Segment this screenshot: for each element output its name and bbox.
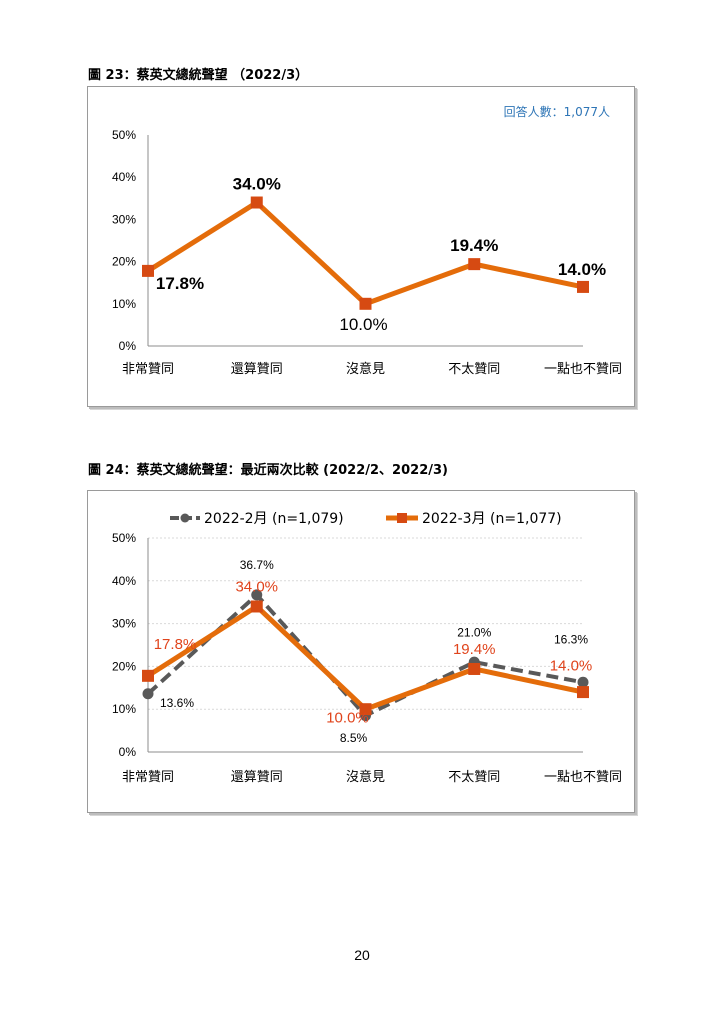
data-point-marker — [250, 600, 263, 613]
data-label: 36.7% — [240, 558, 274, 572]
page-number: 20 — [354, 947, 370, 963]
x-category-label: 沒意見 — [346, 361, 385, 377]
data-label: 16.3% — [554, 632, 588, 646]
data-label: 34.0% — [235, 579, 278, 596]
y-tick-label: 30% — [112, 212, 136, 226]
data-label: 10.0% — [339, 315, 387, 334]
series-line — [146, 200, 584, 307]
y-tick-label: 10% — [112, 297, 136, 311]
data-label: 14.0% — [550, 657, 593, 674]
y-tick-label: 0% — [119, 339, 137, 353]
series-line — [146, 592, 584, 718]
chart-23-frame — [87, 86, 635, 407]
data-label: 14.0% — [558, 260, 606, 279]
data-label: 34.0% — [233, 174, 281, 193]
chart-24-frame — [87, 490, 635, 813]
figure-23-title: 圖 23：蔡英文總統聲望 （2022/3） — [88, 68, 309, 83]
y-tick-label: 50% — [112, 128, 136, 142]
y-tick-label: 40% — [112, 170, 136, 184]
figure-24-title: 圖 24：蔡英文總統聲望：最近兩次比較 (2022/2、2022/3) — [88, 463, 448, 478]
data-point-marker — [250, 196, 263, 209]
x-category-label: 還算贊同 — [231, 362, 283, 377]
data-point-marker — [577, 686, 589, 699]
y-tick-label: 0% — [119, 745, 137, 759]
data-point-marker — [577, 676, 589, 688]
data-point-marker — [142, 669, 154, 682]
y-tick-label: 10% — [112, 702, 136, 716]
x-category-label: 不太贊同 — [448, 770, 500, 785]
series-line — [146, 603, 584, 712]
data-point-marker — [142, 264, 154, 277]
respondents-note: 回答人數：1,077人 — [504, 104, 610, 119]
data-label: 17.8% — [154, 636, 197, 653]
y-tick-label: 40% — [112, 574, 136, 588]
data-label: 19.4% — [450, 236, 498, 255]
y-tick-label: 20% — [112, 659, 136, 673]
legend-label: 2022-2月 (n=1,079) — [204, 511, 344, 527]
chart-23: 0% 10% 20% 30% 40% 50% 非常贊同 還算贊同 沒意見 不太贊同 一點也不贊同 回答… — [112, 104, 622, 377]
legend-marker — [397, 513, 407, 523]
legend-marker — [180, 513, 190, 523]
data-point-marker — [468, 662, 481, 675]
data-label: 19.4% — [453, 641, 496, 658]
data-label: 21.0% — [457, 625, 491, 639]
x-category-label: 一點也不贊同 — [544, 362, 622, 377]
data-point-marker — [359, 297, 372, 310]
data-point-marker — [468, 258, 481, 271]
x-category-label: 不太贊同 — [448, 362, 500, 377]
x-category-label: 沒意見 — [346, 769, 385, 785]
legend-label: 2022-3月 (n=1,077) — [422, 511, 562, 527]
x-category-label: 非常贊同 — [122, 362, 174, 377]
data-label: 13.6% — [160, 696, 194, 710]
data-point-marker — [359, 703, 372, 716]
y-tick-label: 50% — [112, 531, 136, 545]
data-point-marker — [577, 280, 589, 293]
x-category-label: 非常贊同 — [122, 770, 174, 785]
chart-24: 0% 10% 20% 30% 40% 50% 非常贊同 還算贊同 沒意見 不太贊同 一點也不贊同 13… — [112, 511, 622, 785]
data-label: 17.8% — [156, 274, 204, 293]
y-tick-label: 30% — [112, 617, 136, 631]
x-category-label: 還算贊同 — [231, 770, 283, 785]
data-point-marker — [142, 688, 154, 700]
data-point-marker — [251, 589, 263, 601]
y-tick-label: 20% — [112, 255, 136, 269]
data-label: 8.5% — [340, 731, 368, 745]
x-category-label: 一點也不贊同 — [544, 770, 622, 785]
data-label: 10.0% — [326, 709, 369, 726]
